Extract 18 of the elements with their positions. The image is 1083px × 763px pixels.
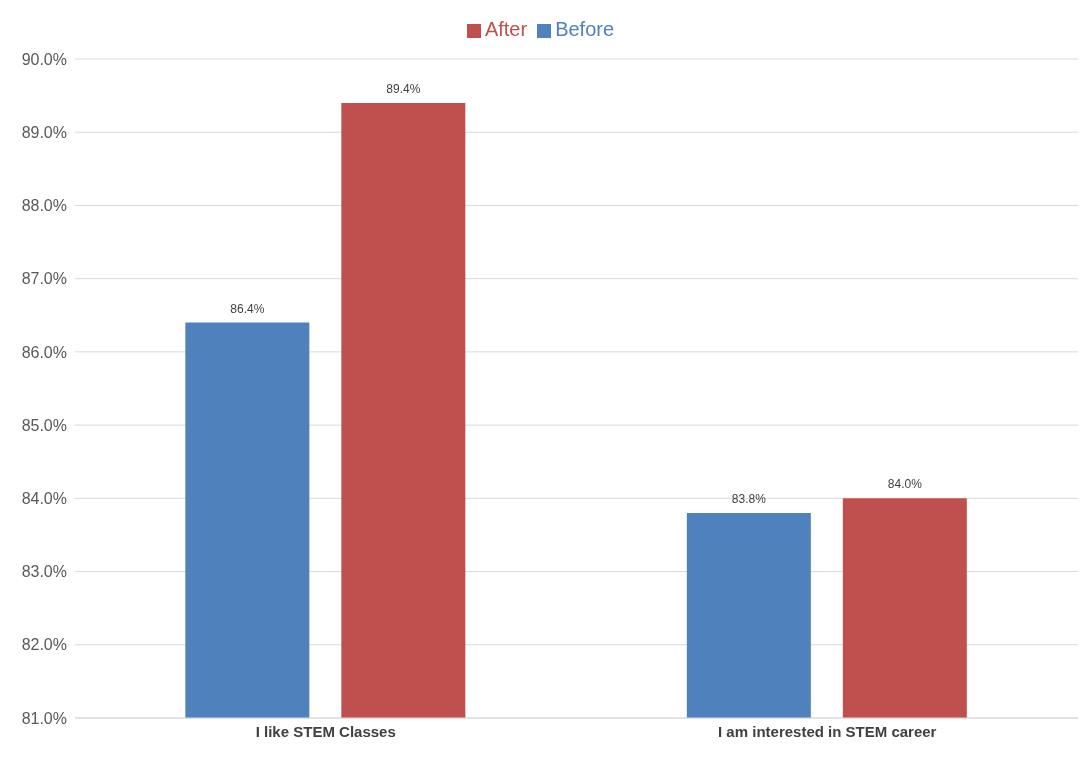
data-label: 89.4% <box>386 81 421 96</box>
y-tick-label: 88.0% <box>21 197 67 215</box>
x-tick-label: I am interested in STEM career <box>718 722 937 740</box>
y-tick-label: 82.0% <box>21 636 67 654</box>
y-tick-label: 90.0% <box>21 50 67 68</box>
data-label: 84.0% <box>887 477 923 492</box>
data-label: 83.8% <box>731 491 767 506</box>
x-tick-label: I like STEM Classes <box>255 722 396 740</box>
y-tick-label: 81.0% <box>21 709 67 727</box>
y-tick-label: 84.0% <box>21 490 67 508</box>
y-tick-label: 89.0% <box>21 123 67 141</box>
y-tick-label: 86.0% <box>21 343 67 361</box>
y-tick-label: 87.0% <box>21 270 67 288</box>
y-tick-label: 85.0% <box>21 416 67 434</box>
y-tick-label: 83.0% <box>21 563 67 581</box>
legend-label: After <box>484 18 528 40</box>
data-label: 86.4% <box>230 301 265 316</box>
legend-label: Before <box>555 18 615 40</box>
